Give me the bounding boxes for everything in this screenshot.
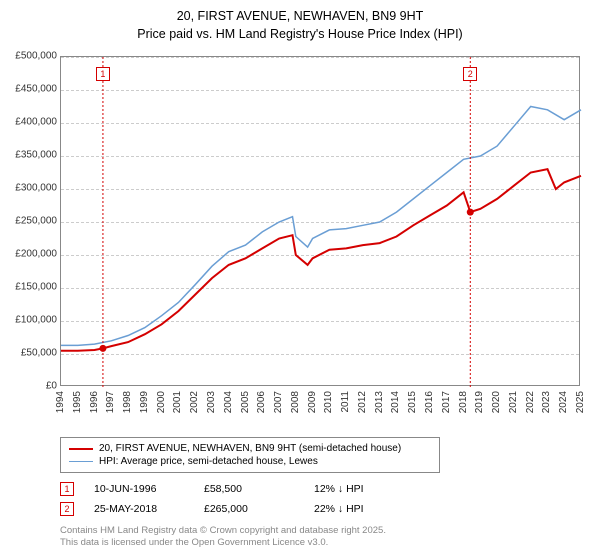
x-tick-label: 2006: [256, 391, 267, 413]
marker-label-2: 2: [463, 67, 477, 81]
chart-title: 20, FIRST AVENUE, NEWHAVEN, BN9 9HT Pric…: [10, 8, 590, 43]
x-tick-label: 2008: [290, 391, 301, 413]
x-tick-label: 1997: [105, 391, 116, 413]
x-tick-label: 2021: [508, 391, 519, 413]
sale-date: 10-JUN-1996: [94, 483, 184, 495]
x-tick-label: 2024: [558, 391, 569, 413]
y-tick-label: £100,000: [15, 315, 57, 326]
x-tick-label: 2020: [491, 391, 502, 413]
y-tick-label: £250,000: [15, 216, 57, 227]
x-tick-label: 1994: [55, 391, 66, 413]
x-tick-label: 2023: [541, 391, 552, 413]
series-hpi: [61, 107, 581, 346]
sale-marker: 2: [60, 502, 74, 516]
x-tick-label: 2003: [206, 391, 217, 413]
plot-region: 12: [60, 56, 580, 386]
line-series: [61, 57, 579, 385]
y-tick-label: £50,000: [21, 348, 57, 359]
y-tick-label: £200,000: [15, 249, 57, 260]
attribution-footer: Contains HM Land Registry data © Crown c…: [60, 525, 590, 550]
x-tick-label: 2018: [458, 391, 469, 413]
legend: 20, FIRST AVENUE, NEWHAVEN, BN9 9HT (sem…: [60, 437, 440, 473]
x-tick-label: 2005: [240, 391, 251, 413]
x-tick-label: 2012: [357, 391, 368, 413]
y-tick-label: £0: [46, 381, 57, 392]
x-tick-label: 2014: [390, 391, 401, 413]
x-tick-label: 1996: [89, 391, 100, 413]
sale-price: £58,500: [204, 483, 294, 495]
footer-line2: This data is licensed under the Open Gov…: [60, 537, 590, 549]
legend-item: HPI: Average price, semi-detached house,…: [69, 455, 431, 468]
title-line2: Price paid vs. HM Land Registry's House …: [10, 26, 590, 44]
y-tick-label: £400,000: [15, 117, 57, 128]
sale-row: 2 25-MAY-2018 £265,000 22% ↓ HPI: [60, 499, 590, 519]
x-tick-label: 1995: [72, 391, 83, 413]
x-tick-label: 2016: [424, 391, 435, 413]
sale-diff: 22% ↓ HPI: [314, 503, 404, 515]
legend-text: 20, FIRST AVENUE, NEWHAVEN, BN9 9HT (sem…: [99, 443, 401, 454]
marker-dot-1: [99, 345, 106, 352]
marker-label-1: 1: [96, 67, 110, 81]
x-tick-label: 2019: [474, 391, 485, 413]
series-price_paid: [61, 169, 581, 351]
sale-row: 1 10-JUN-1996 £58,500 12% ↓ HPI: [60, 479, 590, 499]
x-tick-label: 2013: [374, 391, 385, 413]
sale-price: £265,000: [204, 503, 294, 515]
x-tick-label: 2011: [340, 391, 351, 413]
sale-marker: 1: [60, 482, 74, 496]
x-tick-label: 2007: [273, 391, 284, 413]
sales-table: 1 10-JUN-1996 £58,500 12% ↓ HPI 2 25-MAY-2018…: [60, 479, 590, 519]
y-tick-label: £500,000: [15, 51, 57, 62]
x-tick-label: 2015: [407, 391, 418, 413]
x-tick-label: 1999: [139, 391, 150, 413]
x-tick-label: 2000: [156, 391, 167, 413]
legend-item: 20, FIRST AVENUE, NEWHAVEN, BN9 9HT (sem…: [69, 442, 431, 455]
x-tick-label: 2025: [575, 391, 586, 413]
sale-date: 25-MAY-2018: [94, 503, 184, 515]
x-tick-label: 2004: [223, 391, 234, 413]
y-tick-label: £150,000: [15, 282, 57, 293]
chart-container: 20, FIRST AVENUE, NEWHAVEN, BN9 9HT Pric…: [0, 0, 600, 558]
x-tick-label: 2010: [323, 391, 334, 413]
title-line1: 20, FIRST AVENUE, NEWHAVEN, BN9 9HT: [10, 8, 590, 26]
marker-dot-2: [467, 209, 474, 216]
x-tick-label: 1998: [122, 391, 133, 413]
x-tick-label: 2001: [172, 391, 183, 413]
legend-swatch: [69, 448, 93, 450]
x-tick-label: 2009: [307, 391, 318, 413]
y-tick-label: £450,000: [15, 84, 57, 95]
x-tick-label: 2022: [525, 391, 536, 413]
x-tick-label: 2002: [189, 391, 200, 413]
y-tick-label: £350,000: [15, 150, 57, 161]
legend-swatch: [69, 461, 93, 463]
legend-text: HPI: Average price, semi-detached house,…: [99, 456, 318, 467]
sale-diff: 12% ↓ HPI: [314, 483, 404, 495]
footer-line1: Contains HM Land Registry data © Crown c…: [60, 525, 590, 537]
chart-area: £0 £50,000 £100,000 £150,000 £200,000 £250,00…: [10, 51, 590, 431]
x-tick-label: 2017: [441, 391, 452, 413]
y-tick-label: £300,000: [15, 183, 57, 194]
